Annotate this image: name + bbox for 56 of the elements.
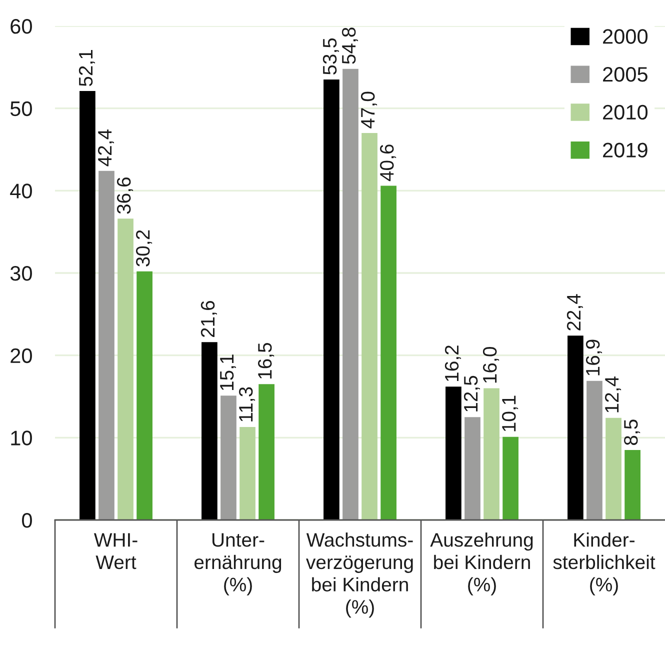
bar	[342, 68, 358, 520]
bar	[258, 384, 274, 520]
data-label: 40,6	[380, 144, 396, 182]
bar	[464, 417, 480, 520]
bar	[80, 91, 96, 520]
bar	[362, 133, 378, 520]
x-tick-label: Kinder- sterblichkeit (%)	[553, 532, 656, 596]
bar	[586, 380, 602, 520]
bar	[568, 336, 584, 520]
data-label: 53,5	[322, 38, 339, 75]
data-label: 16,9	[586, 340, 602, 376]
data-label: 30,2	[136, 230, 152, 266]
data-label: 10,1	[502, 396, 518, 432]
y-tick-label: 20	[10, 348, 32, 364]
y-tick-label: 60	[10, 19, 32, 34]
data-label: 12,5	[464, 376, 480, 412]
bar	[624, 450, 640, 520]
legend-label: 2000	[603, 29, 648, 44]
y-tick-label: 0	[22, 513, 32, 528]
data-label: 22,4	[566, 294, 583, 330]
y-tick-label: 30	[10, 266, 32, 281]
bar	[446, 386, 462, 520]
y-tick-label: 10	[11, 430, 32, 446]
bar	[136, 271, 152, 520]
data-label: 47,0	[360, 92, 378, 128]
legend-label: 2005	[603, 66, 648, 82]
bar	[202, 342, 218, 520]
data-label: 36,6	[116, 178, 134, 214]
bar	[380, 186, 396, 520]
data-label: 52,1	[78, 50, 95, 86]
bar	[502, 436, 518, 520]
x-tick-label: WHI- Wert	[94, 533, 138, 570]
data-label: 11,3	[238, 387, 256, 422]
data-label: 21,6	[200, 301, 217, 338]
data-label: 12,4	[604, 376, 622, 412]
data-label: 15,1	[220, 354, 236, 390]
data-label: 16,5	[258, 342, 274, 378]
bar	[606, 418, 622, 520]
y-tick-label: 50	[10, 101, 32, 116]
bar	[220, 396, 236, 520]
data-label: 16,2	[444, 346, 461, 381]
data-label: 16,0	[482, 347, 500, 383]
bar	[240, 426, 256, 520]
y-tick-label: 40	[10, 184, 32, 198]
x-tick-label: Auszehrung bei Kindern (%)	[430, 532, 533, 596]
legend-label: 2010	[603, 104, 648, 120]
data-label: 42,4	[98, 129, 114, 166]
x-tick-label: Wachstums- verzögerung bei Kindern (%)	[306, 532, 413, 618]
bar	[118, 218, 134, 520]
legend-label: 2019	[603, 142, 648, 158]
x-tick-label: Unter- ernährung (%)	[194, 533, 282, 596]
data-label: 54,8	[342, 28, 358, 64]
data-label: 8,5	[624, 420, 640, 446]
bar	[484, 388, 500, 520]
bar	[324, 80, 340, 520]
bar	[98, 170, 114, 520]
